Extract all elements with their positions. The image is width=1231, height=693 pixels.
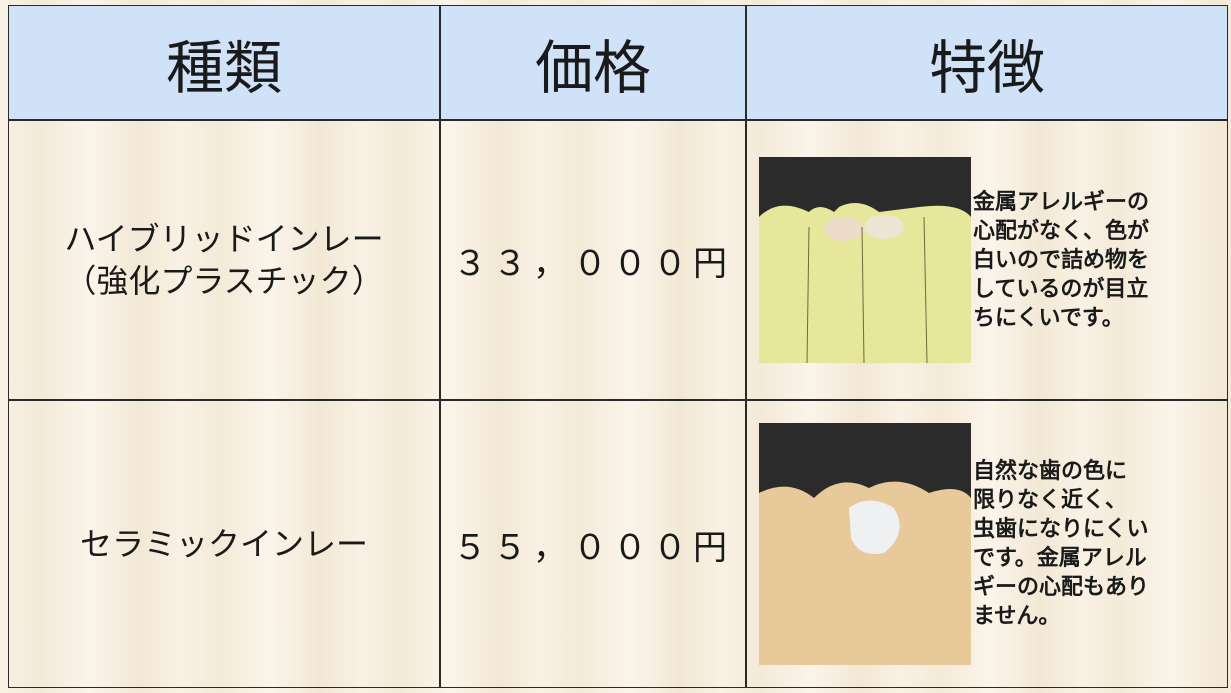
header-text: 価格 (534, 33, 651, 102)
feature-line: 白いので詰め物を (973, 247, 1150, 273)
feature-line: ません。 (973, 604, 1061, 629)
feature-line: しているのが目立 (973, 276, 1149, 302)
header-text: 種類 (165, 33, 282, 102)
header-cell: 種類 (8, 5, 440, 120)
feature-line: 金属アレルギーの (973, 189, 1150, 215)
type-cell: ハイブリッドインレー （強化プラスチック） (8, 120, 440, 400)
feature-cell: 金属アレルギーの 心配がなく、色が 白いので詰め物を しているのが目立 ちにくいです。 (746, 120, 1228, 400)
feature-cell: 自然な歯の色に 限りなく近く、 虫歯になりにくい です。金属アレル ギーの心配もあり ませ… (746, 400, 1228, 688)
feature-line: 心配がなく、色が (973, 218, 1150, 244)
type-text: ハイブリッドインレー (64, 220, 384, 258)
type-text: セラミックインレー (79, 525, 368, 563)
photo (759, 423, 971, 665)
feature-text: 金属アレルギーの 心配がなく、色が 白いので詰め物を しているのが目立 ちにくいです。 (973, 188, 1149, 333)
feature-line: ギーの心配もあり (973, 575, 1150, 600)
feature-line: です。金属アレル (973, 546, 1147, 571)
price-cell: ５５，０００円 (440, 400, 746, 688)
price-cell: ３３，０００円 (440, 120, 746, 400)
photo (759, 157, 971, 363)
feature-line: ちにくいです。 (973, 305, 1124, 331)
feature-line: 自然な歯の色に (973, 459, 1128, 484)
price-text: ５５，０００円 (453, 527, 733, 568)
header-cell: 価格 (440, 5, 746, 120)
feature-text: 自然な歯の色に 限りなく近く、 虫歯になりにくい です。金属アレル ギーの心配もあり ませ… (973, 457, 1149, 631)
price-text: ３３，０００円 (453, 243, 733, 284)
header-text: 特徴 (928, 33, 1045, 102)
header-cell: 特徴 (746, 5, 1228, 120)
feature-line: 限りなく近く、 (973, 488, 1128, 513)
type-text: （強化プラスチック） (64, 262, 384, 300)
feature-line: 虫歯になりにくい (973, 517, 1149, 542)
type-cell: セラミックインレー (8, 400, 440, 688)
